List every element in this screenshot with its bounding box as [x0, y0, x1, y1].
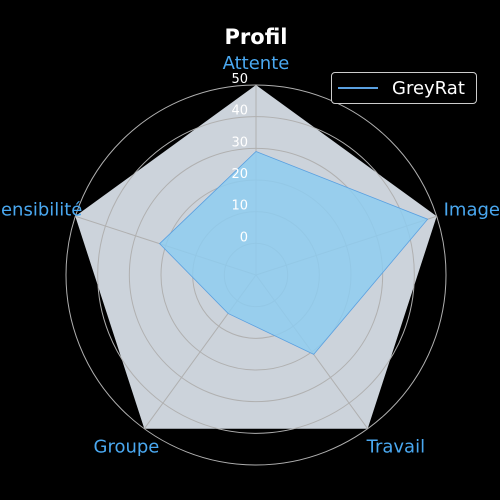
radial-tick-label: 30	[231, 135, 248, 150]
category-labels: Attente Image Travail Groupe Sensibilité	[0, 53, 500, 458]
radial-tick-label: 40	[231, 104, 248, 119]
category-label: Sensibilité	[0, 199, 82, 220]
category-label: Travail	[366, 437, 425, 458]
chart-title: Profil	[225, 25, 288, 49]
radial-tick-labels: 0 10 20 30 40 50	[231, 72, 248, 245]
legend-line-greyrat	[338, 87, 378, 89]
category-label: Image	[444, 199, 500, 220]
radial-tick-label: 0	[240, 230, 248, 245]
category-label: Groupe	[94, 437, 160, 458]
radial-tick-label: 10	[231, 199, 248, 214]
legend-label-greyrat: GreyRat	[392, 77, 465, 99]
category-label: Attente	[223, 53, 290, 74]
series-area-greyrat	[159, 151, 429, 355]
legend: GreyRat	[331, 72, 477, 104]
radial-tick-label: 20	[231, 167, 248, 182]
radial-tick-label: 50	[231, 72, 248, 87]
